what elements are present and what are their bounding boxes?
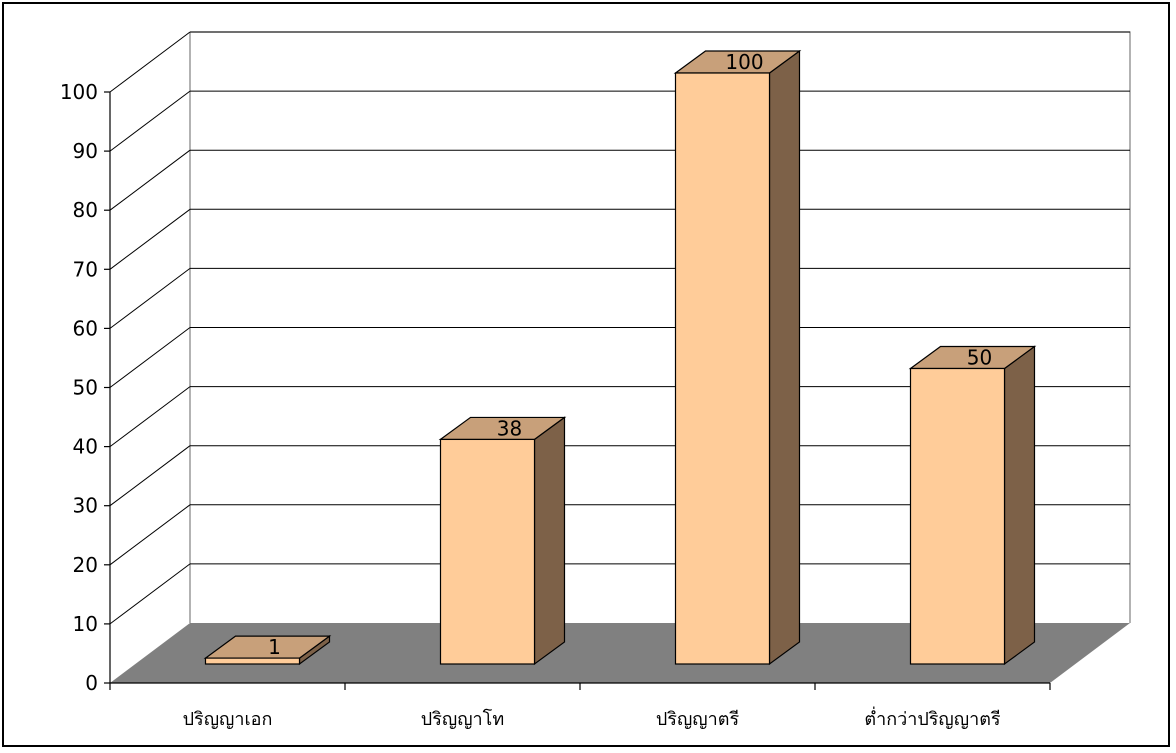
gridline-side: [109, 267, 191, 329]
bars: [203, 49, 1037, 666]
gridline-side: [109, 327, 191, 388]
x-category-label: ปริญญาตรี: [656, 709, 740, 730]
gridline-side: [109, 504, 191, 566]
data-label: 50: [967, 346, 992, 370]
y-tick-labels: 0 10 20 30 40 50 60 70 80 90 100: [60, 80, 110, 695]
bar-front: [204, 657, 301, 665]
data-label: 38: [497, 416, 522, 440]
bar: [673, 49, 802, 666]
y-tick-label: 20: [73, 553, 98, 577]
y-tick-label: 40: [73, 435, 98, 459]
y-tick-label: 0: [85, 671, 98, 695]
y-tick-label: 80: [73, 198, 98, 222]
data-labels: 1 38 100 50: [268, 50, 992, 659]
bar: [203, 634, 332, 666]
bar: [908, 345, 1037, 666]
gridline-side: [109, 563, 191, 625]
y-tick-label: 100: [60, 80, 98, 104]
gridline-side: [109, 90, 191, 152]
gridline-side: [109, 445, 191, 507]
gridline-side: [109, 386, 191, 448]
bar: [438, 416, 567, 666]
y-tick-label: 70: [73, 257, 98, 281]
bar-front: [674, 72, 771, 665]
x-category-labels: ปริญญาเอก ปริญญาโท ปริญญาตรี ต่ำกว่าปริญญาต…: [183, 706, 1001, 730]
bar-front: [909, 367, 1006, 665]
gridline-side: [109, 31, 191, 93]
data-label: 100: [725, 50, 763, 74]
y-tick-label: 30: [73, 494, 98, 518]
floor: [110, 623, 1130, 683]
chart-floor: [110, 623, 1130, 683]
x-category-label: ปริญญาโท: [421, 708, 504, 730]
x-category-label: ต่ำกว่าปริญญาตรี: [864, 706, 1000, 730]
bar-side: [533, 416, 566, 666]
y-tick-label: 50: [73, 376, 98, 400]
data-label: 1: [268, 635, 281, 659]
bar-side: [1003, 345, 1036, 666]
x-category-label: ปริญญาเอก: [183, 709, 273, 730]
y-tick-label: 60: [73, 316, 98, 340]
gridline-side: [109, 208, 191, 270]
gridline-side: [109, 149, 191, 211]
y-tick-label: 10: [73, 612, 98, 636]
bar-front: [439, 438, 536, 665]
axes: [109, 92, 1051, 690]
y-tick-label: 90: [73, 139, 98, 163]
bar-side: [768, 49, 801, 666]
